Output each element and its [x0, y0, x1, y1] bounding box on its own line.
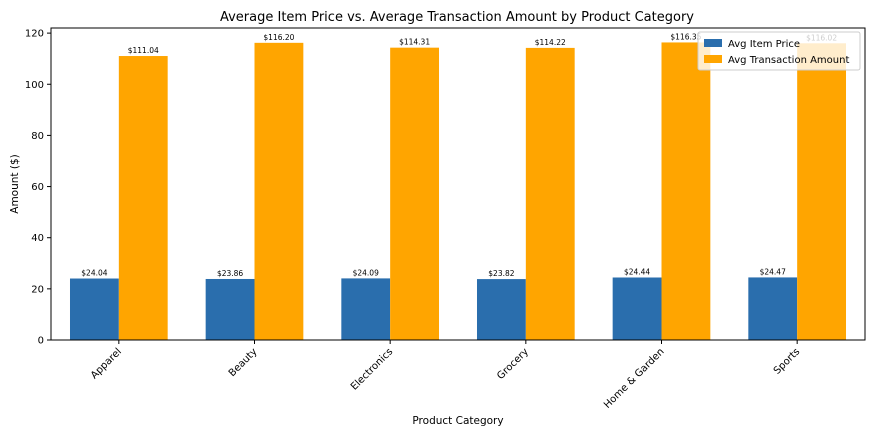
bar [254, 42, 304, 340]
legend-label: Avg Item Price [728, 39, 800, 50]
y-tick-label: 60 [31, 182, 44, 193]
chart-title: Average Item Price vs. Average Transacti… [220, 10, 694, 25]
bar [748, 277, 798, 340]
y-tick-label: 0 [38, 336, 44, 347]
bar-value-label: $23.82 [488, 269, 514, 278]
bar-value-label: $24.09 [353, 268, 379, 277]
y-tick-label: 40 [31, 233, 44, 244]
bar-value-label: $24.04 [81, 269, 107, 278]
x-tick-label: Grocery [495, 346, 531, 382]
bar [69, 278, 119, 340]
bar [341, 278, 391, 340]
bar-value-label: $24.44 [624, 267, 650, 276]
bar [476, 279, 526, 340]
bar [205, 278, 255, 340]
bar [797, 43, 847, 340]
bar [612, 277, 662, 340]
bar-value-label: $111.04 [128, 46, 159, 55]
y-tick-label: 80 [31, 131, 44, 142]
legend-swatch [704, 55, 722, 63]
y-axis-label: Amount ($) [9, 154, 21, 213]
bar [525, 47, 575, 340]
bar [661, 42, 711, 340]
x-tick-label: Home & Garden [602, 346, 667, 411]
bar-value-label: $23.86 [217, 269, 243, 278]
legend-box [697, 31, 861, 71]
legend-swatch [704, 39, 722, 47]
x-tick-label: Apparel [89, 346, 124, 381]
bar-value-label: $116.20 [263, 33, 294, 42]
bar [390, 47, 440, 340]
bar-value-label: $114.22 [535, 38, 566, 47]
bar-value-label: $116.35 [670, 32, 701, 41]
plot-area: 0 20 40 60 80 100 120 $24.04 $111.04 Apparel $23.8… [25, 27, 866, 411]
y-tick-label: 120 [25, 29, 44, 40]
x-tick-label: Electronics [349, 346, 395, 392]
plot-frame [50, 27, 866, 341]
legend-label: Avg Transaction Amount [728, 55, 849, 66]
x-axis-label: Product Category [412, 415, 503, 427]
x-tick-label: Sports [772, 346, 802, 376]
bar [118, 56, 168, 341]
x-tick-label: Beauty [227, 346, 260, 379]
y-tick-label: 20 [31, 284, 44, 295]
bar-value-label: $114.31 [399, 38, 430, 47]
y-tick-label: 100 [25, 80, 44, 91]
bar-value-label: $24.47 [760, 267, 786, 276]
